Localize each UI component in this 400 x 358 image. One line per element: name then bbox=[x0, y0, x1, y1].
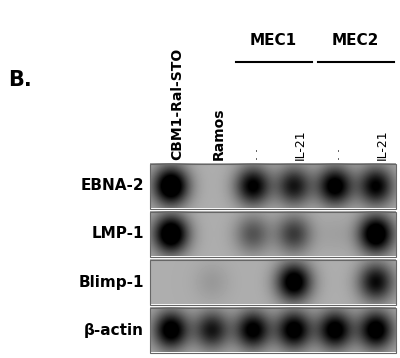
Text: IL-21: IL-21 bbox=[294, 129, 306, 160]
Bar bbox=[150, 164, 396, 208]
Text: LMP-1: LMP-1 bbox=[92, 227, 144, 242]
Bar bbox=[150, 212, 396, 256]
Text: IL-21: IL-21 bbox=[376, 129, 388, 160]
Text: B.: B. bbox=[8, 70, 32, 90]
Text: β-actin: β-actin bbox=[84, 323, 144, 338]
Text: Blimp-1: Blimp-1 bbox=[78, 275, 144, 290]
Text: MEC2: MEC2 bbox=[331, 33, 379, 48]
Bar bbox=[150, 308, 396, 353]
Text: CBM1-Ral-STO: CBM1-Ral-STO bbox=[170, 48, 184, 160]
Text: · ·: · · bbox=[334, 148, 348, 160]
Text: · ·: · · bbox=[252, 148, 266, 160]
Text: Ramos: Ramos bbox=[212, 107, 226, 160]
Bar bbox=[150, 260, 396, 305]
Text: EBNA-2: EBNA-2 bbox=[80, 179, 144, 194]
Text: MEC1: MEC1 bbox=[250, 33, 296, 48]
